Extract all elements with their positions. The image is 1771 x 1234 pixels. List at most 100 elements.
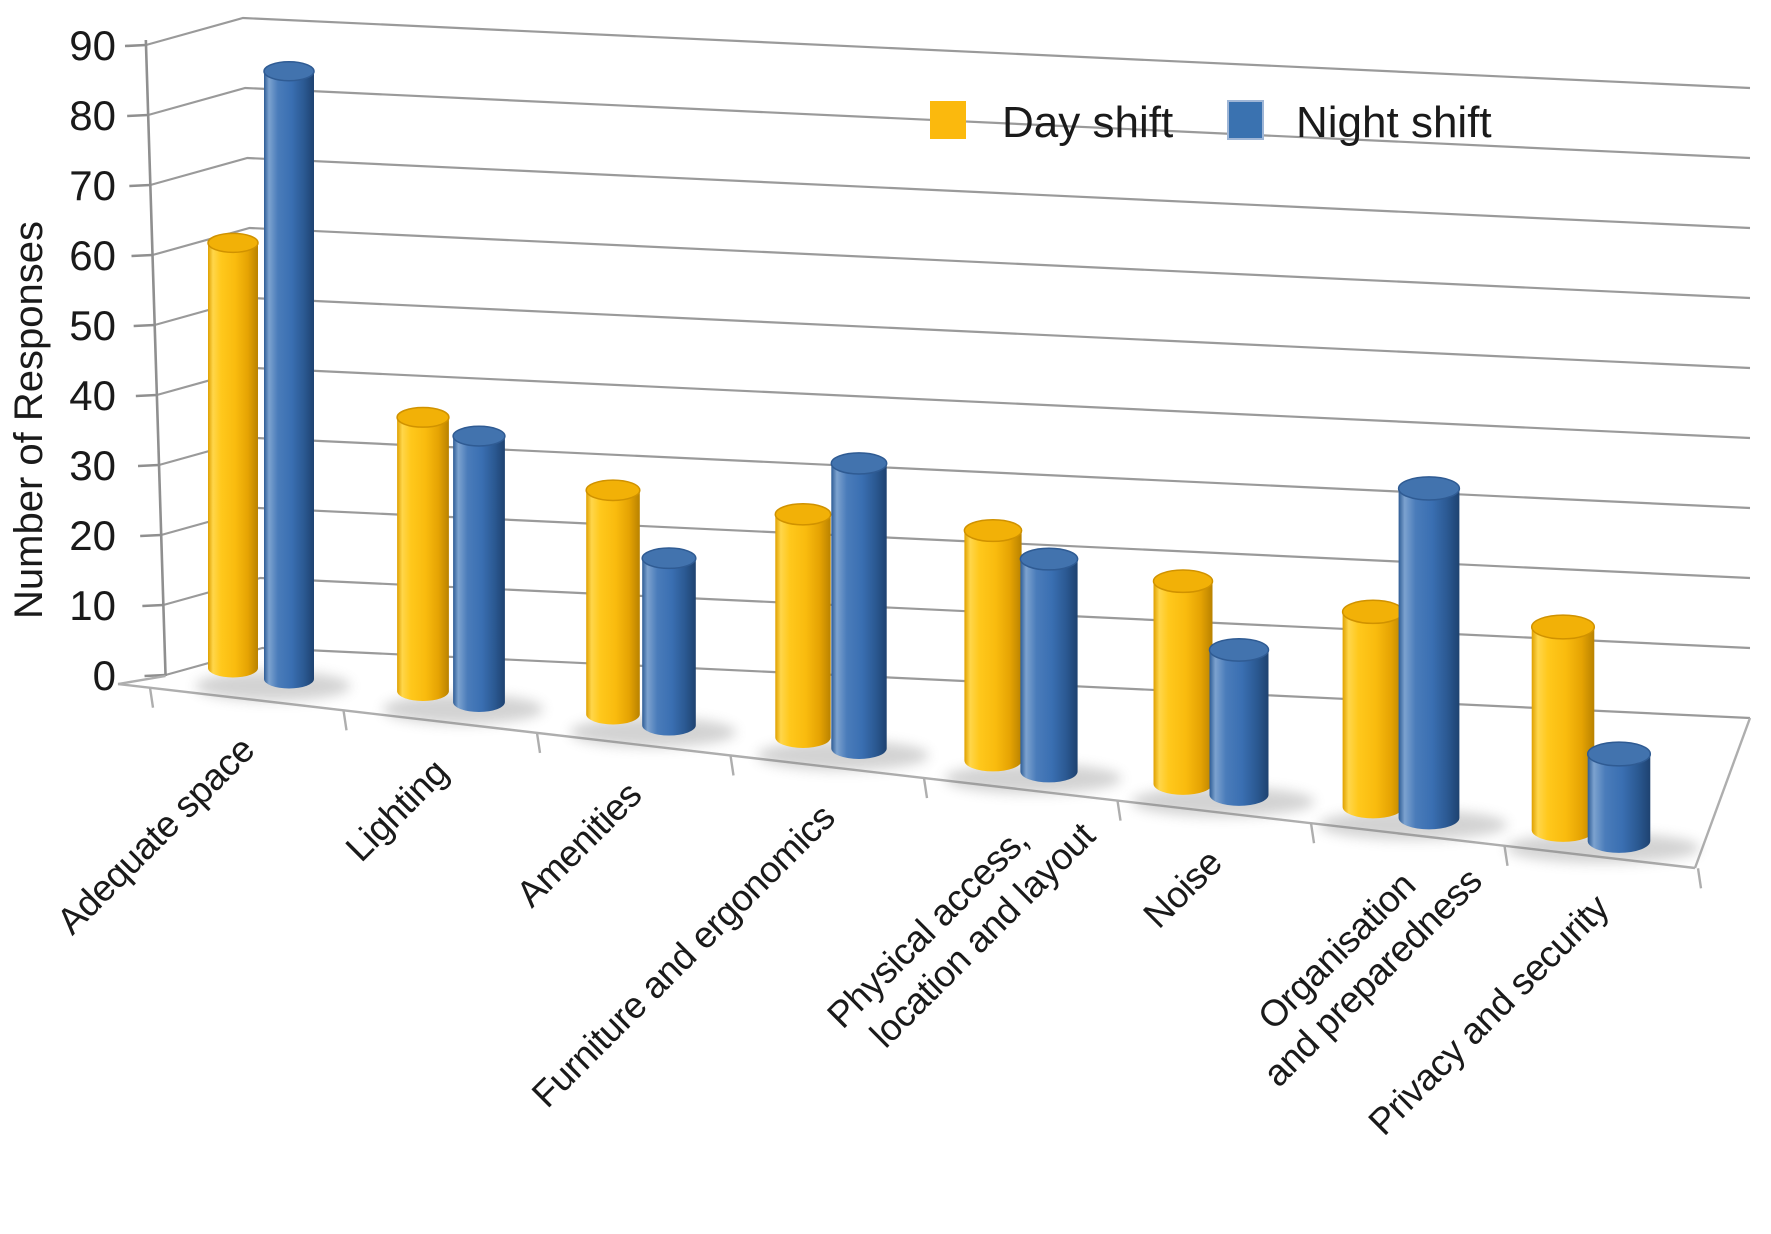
floor-left-edge <box>117 674 166 686</box>
bar-day-7-cap <box>1530 614 1596 640</box>
floor-right-edge <box>1693 717 1752 869</box>
y-tick-label-0: 0 <box>93 652 116 699</box>
legend-label-day-shift: Day shift <box>1002 98 1173 147</box>
bar-day-6-cap <box>1341 599 1405 625</box>
bar-night-0 <box>263 61 315 689</box>
bar-night-5-cap <box>1208 637 1270 662</box>
category-tick-8 <box>1696 868 1703 889</box>
bar-night-2-cap <box>641 547 697 570</box>
bar-day-1-cap <box>396 406 450 428</box>
category-tick-3 <box>729 755 735 776</box>
bar-day-5 <box>1152 569 1214 795</box>
bar-day-2 <box>585 479 641 725</box>
category-tick-1 <box>342 710 348 731</box>
category-tick-2 <box>535 732 542 754</box>
y-tick-label-60: 60 <box>69 232 116 279</box>
bar-night-0-body <box>264 71 314 689</box>
bar-night-2 <box>641 547 697 736</box>
bar-day-3-body <box>775 514 831 748</box>
bars <box>195 61 1701 863</box>
bar-night-7-cap <box>1586 741 1652 767</box>
bar-night-3 <box>830 452 888 759</box>
y-tick-60 <box>131 253 153 258</box>
bar-day-3 <box>774 503 832 748</box>
y-tick-label-90: 90 <box>69 22 116 69</box>
bar-night-6-cap <box>1397 476 1461 501</box>
legend: Day shift Night shift <box>930 98 1492 147</box>
gridline-70 <box>150 156 1751 230</box>
bar-day-2-body <box>586 490 640 725</box>
y-tick-30 <box>137 463 160 468</box>
y-tick-70 <box>129 183 151 188</box>
y-tick-label-10: 10 <box>69 582 116 629</box>
y-tick-20 <box>140 533 162 538</box>
bar-night-1 <box>452 425 506 712</box>
y-tick-label-20: 20 <box>69 512 116 559</box>
bar-day-6 <box>1341 599 1405 819</box>
y-tick-labels: 90 80 70 60 50 40 30 20 10 0 <box>69 22 116 699</box>
category-tick-0 <box>148 687 155 708</box>
bar-day-4-cap <box>963 518 1023 543</box>
category-label-5: Noise <box>1135 842 1229 936</box>
bar-night-1-body <box>453 436 505 712</box>
bar-day-1-body <box>397 417 449 701</box>
category-tick-7 <box>1503 845 1509 866</box>
gridline-40 <box>156 366 1751 440</box>
category-tick-5 <box>1116 800 1122 821</box>
bar-day-4-body <box>964 530 1022 772</box>
gridline-90 <box>145 16 1751 90</box>
bar-day-5-body <box>1153 581 1213 795</box>
bar-day-7 <box>1530 614 1596 842</box>
bar-night-5 <box>1208 637 1270 806</box>
bar-night-7-body <box>1587 753 1651 853</box>
bar-night-5-body <box>1209 649 1269 806</box>
category-label-4: Physical access,location and layout <box>819 783 1103 1067</box>
y-tick-label-70: 70 <box>69 162 116 209</box>
bar-night-4-cap <box>1019 547 1079 571</box>
bar-day-2-cap <box>585 479 641 502</box>
y-tick-label-80: 80 <box>69 92 116 139</box>
bar-day-0-cap <box>207 232 259 254</box>
category-label-2: Amenities <box>508 774 649 915</box>
category-tick-6 <box>1309 823 1316 844</box>
gridline-60 <box>152 226 1751 300</box>
bar-night-7 <box>1586 741 1652 853</box>
y-tick-0 <box>144 673 166 678</box>
bar-night-0-cap <box>263 61 315 82</box>
bar-day-0-body <box>208 242 258 678</box>
y-axis <box>124 39 167 678</box>
bar-day-6-body <box>1342 611 1404 819</box>
gridline-50 <box>154 296 1751 370</box>
category-label-0: Adequate space <box>49 729 262 942</box>
bar-night-4-body <box>1020 559 1078 783</box>
category-tick-4 <box>922 777 929 799</box>
y-tick-50 <box>133 323 155 328</box>
y-tick-80 <box>127 113 149 118</box>
legend-swatch-night-shift <box>1227 100 1264 140</box>
bar-night-3-body <box>831 463 887 759</box>
bar-night-3-cap <box>830 452 888 475</box>
gridline-20 <box>160 506 1751 580</box>
bar-night-2-body <box>642 558 696 736</box>
bar-night-6-body <box>1398 488 1460 830</box>
bar-day-1 <box>396 406 450 701</box>
y-axis-line <box>144 39 167 677</box>
y-axis-title: Number of Responses <box>7 221 51 619</box>
y-tick-label-30: 30 <box>69 442 116 489</box>
y-tick-90 <box>124 43 147 48</box>
bar-night-1-cap <box>452 425 506 447</box>
y-tick-40 <box>135 393 157 398</box>
gridline-10 <box>163 576 1751 650</box>
y-tick-label-40: 40 <box>69 372 116 419</box>
legend-label-night-shift: Night shift <box>1296 98 1492 147</box>
y-tick-label-50: 50 <box>69 302 116 349</box>
y-tick-10 <box>142 603 164 608</box>
bar-night-6 <box>1397 476 1461 830</box>
bar-day-5-cap <box>1152 569 1214 594</box>
bar-night-4 <box>1019 547 1079 783</box>
legend-swatch-day-shift <box>930 101 966 139</box>
bar-day-0 <box>207 232 259 678</box>
bar-day-7-body <box>1531 626 1595 842</box>
